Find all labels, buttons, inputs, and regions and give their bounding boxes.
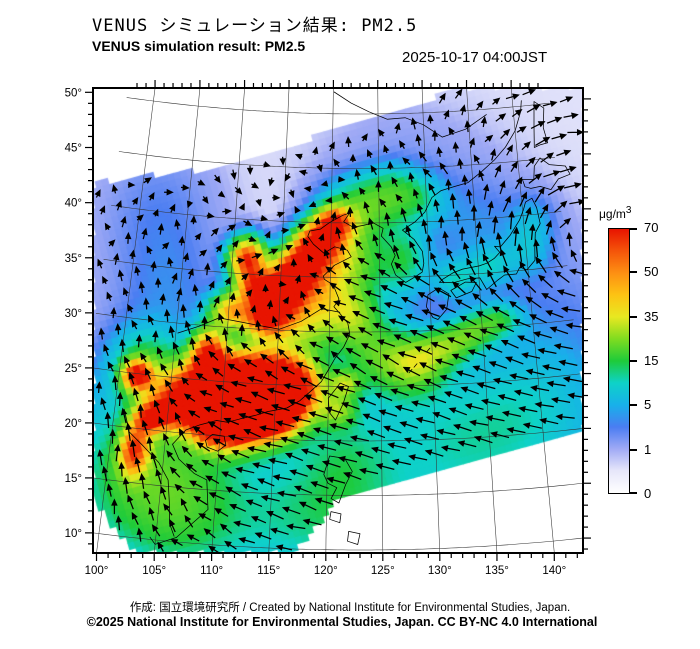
axis-tick-label: 115° xyxy=(257,565,280,577)
colorbar-tick xyxy=(630,271,637,274)
colorbar-tick xyxy=(630,315,637,318)
forecast-timestamp: 2025-10-17 04:00JST xyxy=(402,49,548,66)
colorbar: μg/m3 70 50 35 15 5 1 0 xyxy=(599,205,658,501)
colorbar-tick-label: 15 xyxy=(644,353,659,368)
colorbar-tick-label: 0 xyxy=(644,486,652,501)
axis-tick-labels: 100° 105° 110° 115° 120° 125° 130° 135° 140° 50° 4… xyxy=(65,87,567,577)
colorbar-tick-label: 1 xyxy=(644,441,652,457)
axis-tick-label: 110° xyxy=(200,565,223,577)
page-title-japanese: VENUS シミュレーション結果: PM2.5 xyxy=(92,16,418,36)
axis-tick-label: 105° xyxy=(142,565,166,577)
wind-vectors xyxy=(94,88,583,553)
axis-tick-label: 50° xyxy=(65,87,82,99)
map-frame xyxy=(92,87,584,554)
axis-tick-label: 25° xyxy=(65,363,82,375)
axis-tick-label: 130° xyxy=(428,565,452,577)
colorbar-tick xyxy=(630,360,637,362)
colorbar-tick xyxy=(630,404,637,407)
page-title-english: VENUS simulation result: PM2.5 xyxy=(92,38,306,54)
colorbar-tick-label: 5 xyxy=(644,397,652,413)
axis-tick-label: 30° xyxy=(65,308,82,320)
axis-tick-label: 15° xyxy=(65,473,82,485)
colorbar-tick xyxy=(630,492,637,494)
credit-line: 作成: 国立環境研究所 / Created by National Instit… xyxy=(129,602,571,614)
axis-ticks xyxy=(85,80,591,561)
axis-tick-label: 35° xyxy=(65,253,82,265)
axis-tick-label: 10° xyxy=(65,528,82,540)
colorbar-unit-label: μg/m3 xyxy=(599,205,632,221)
axis-tick-label: 40° xyxy=(65,198,82,210)
colorbar-tick-label: 35 xyxy=(644,308,659,324)
axis-tick-label: 45° xyxy=(65,143,82,155)
colorbar-tick xyxy=(630,448,637,451)
axis-tick-label: 125° xyxy=(371,565,395,577)
axis-tick-label: 120° xyxy=(314,565,338,577)
colorbar-gradient xyxy=(608,228,630,494)
copyright-line: ©2025 National Institute for Environment… xyxy=(86,615,598,629)
axis-tick-label: 100° xyxy=(85,565,109,577)
colorbar-tick-label: 50 xyxy=(644,264,659,280)
colorbar-tick xyxy=(630,228,637,230)
axis-tick-label: 135° xyxy=(485,565,509,577)
colorbar-tick-label: 70 xyxy=(644,220,659,235)
axis-tick-label: 20° xyxy=(65,418,82,430)
axis-tick-label: 140° xyxy=(542,565,566,577)
